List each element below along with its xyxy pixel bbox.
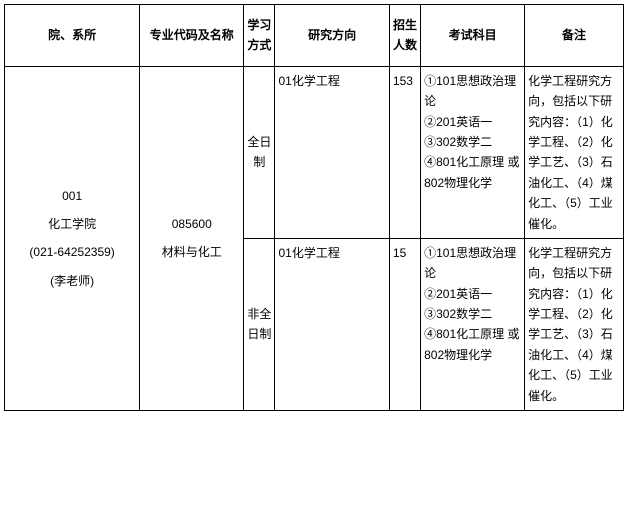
header-exam: 考试科目 <box>421 5 525 67</box>
dept-teacher: (李老师) <box>8 271 136 291</box>
dept-name: 化工学院 <box>8 214 136 234</box>
major-code: 085600 <box>143 214 240 234</box>
cell-count: 153 <box>389 66 420 238</box>
cell-study-mode: 全日制 <box>244 66 275 238</box>
cell-note: 化学工程研究方向，包括以下研究内容：（1）化学工程、（2）化学工艺、（3）石油化… <box>525 66 624 238</box>
cell-direction: 01化学工程 <box>275 238 389 410</box>
header-count: 招生人数 <box>389 5 420 67</box>
header-study-mode: 学习方式 <box>244 5 275 67</box>
cell-note: 化学工程研究方向，包括以下研究内容：（1）化学工程、（2）化学工艺、（3）石油化… <box>525 238 624 410</box>
cell-department: 001 化工学院 (021-64252359) (李老师) <box>5 66 140 410</box>
header-department: 院、系所 <box>5 5 140 67</box>
dept-code: 001 <box>8 186 136 206</box>
header-note: 备注 <box>525 5 624 67</box>
cell-direction: 01化学工程 <box>275 66 389 238</box>
major-name: 材料与化工 <box>143 242 240 262</box>
table-header-row: 院、系所 专业代码及名称 学习方式 研究方向 招生人数 考试科目 备注 <box>5 5 624 67</box>
cell-count: 15 <box>389 238 420 410</box>
header-direction: 研究方向 <box>275 5 389 67</box>
cell-exam: ①101思想政治理论②201英语一③302数学二④801化工原理 或802物理化… <box>421 66 525 238</box>
table-row: 001 化工学院 (021-64252359) (李老师) 085600 材料与… <box>5 66 624 238</box>
admission-table: 院、系所 专业代码及名称 学习方式 研究方向 招生人数 考试科目 备注 001 … <box>4 4 624 411</box>
cell-major: 085600 材料与化工 <box>140 66 244 410</box>
header-major: 专业代码及名称 <box>140 5 244 67</box>
cell-exam: ①101思想政治理论②201英语一③302数学二④801化工原理 或802物理化… <box>421 238 525 410</box>
cell-study-mode: 非全日制 <box>244 238 275 410</box>
dept-phone: (021-64252359) <box>8 242 136 262</box>
